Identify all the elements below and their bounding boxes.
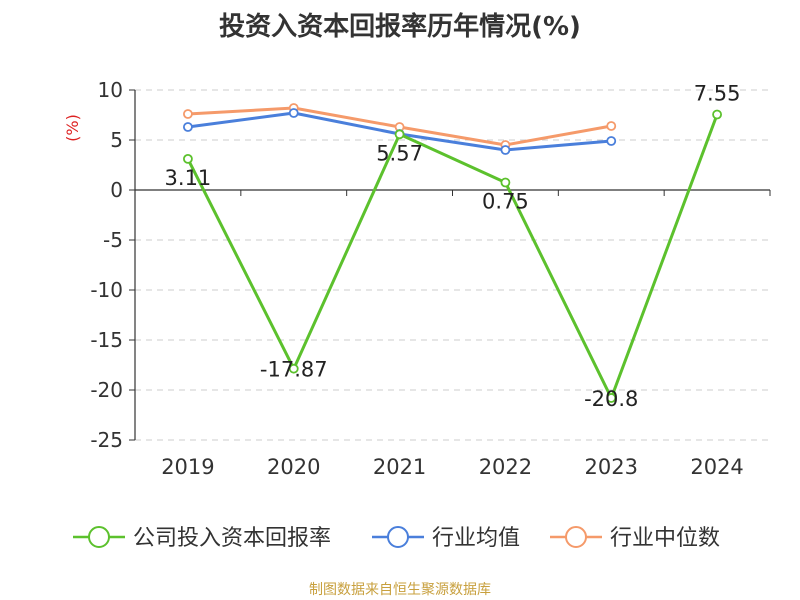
legend-swatch-marker — [387, 526, 409, 548]
y-tick-label: -10 — [90, 278, 123, 302]
data-label: 3.11 — [165, 166, 212, 190]
grid-lines — [135, 89, 770, 441]
data-point — [183, 122, 193, 132]
legend: 公司投入资本回报率 行业均值 行业中位数 — [73, 526, 720, 551]
data-point — [500, 145, 511, 155]
legend-label: 行业均值 — [432, 526, 520, 551]
data-labels: 3.11 -17.87 5.57 0.75 -20.8 7.55 — [165, 82, 741, 412]
x-tick-label: 2022 — [479, 455, 532, 479]
y-tick-label: -25 — [90, 428, 123, 452]
y-tick-label: -20 — [90, 378, 123, 402]
legend-label: 行业中位数 — [610, 526, 720, 551]
data-label: 7.55 — [694, 82, 741, 106]
legend-item[interactable]: 行业均值 — [372, 526, 520, 551]
legend-label: 公司投入资本回报率 — [133, 526, 331, 551]
data-point — [712, 109, 722, 120]
x-tick-label: 2020 — [267, 455, 320, 479]
x-tick-label: 2024 — [690, 455, 743, 479]
data-label: -20.8 — [584, 387, 638, 411]
data-label: 0.75 — [482, 190, 529, 214]
x-tick-label: 2023 — [585, 455, 638, 479]
data-point — [606, 136, 617, 146]
legend-item[interactable]: 公司投入资本回报率 — [73, 526, 331, 551]
y-axis-label: (%) — [63, 114, 82, 142]
legend-swatch-marker — [88, 526, 110, 548]
y-tick-label: 10 — [98, 78, 123, 102]
x-tick-label: 2021 — [373, 455, 426, 479]
data-point — [500, 177, 511, 188]
data-point — [394, 129, 405, 140]
y-tick-label: -5 — [103, 228, 123, 252]
data-point — [183, 109, 193, 119]
data-label: -17.87 — [260, 358, 328, 382]
source-note: 制图数据来自恒生聚源数据库 — [309, 582, 491, 598]
series-lines — [183, 103, 722, 403]
legend-swatch-marker — [565, 526, 587, 548]
series-line — [186, 113, 719, 400]
data-point — [183, 153, 193, 164]
y-tick-label: -15 — [90, 328, 123, 352]
legend-item[interactable]: 行业中位数 — [550, 526, 720, 551]
axes: 10 5 0 -5 -10 -15 -20 -25 2019 2020 2021 2022 2023 20… — [63, 78, 771, 479]
data-point — [606, 121, 617, 131]
y-tick-label: 5 — [110, 128, 123, 152]
data-point — [606, 393, 617, 403]
data-label: 5.57 — [376, 141, 423, 165]
x-tick-label: 2019 — [161, 455, 214, 479]
data-point — [288, 363, 299, 374]
y-tick-label: 0 — [110, 178, 123, 202]
data-point — [288, 108, 299, 118]
chart-title: 投资入资本回报率历年情况(%) — [219, 12, 581, 42]
